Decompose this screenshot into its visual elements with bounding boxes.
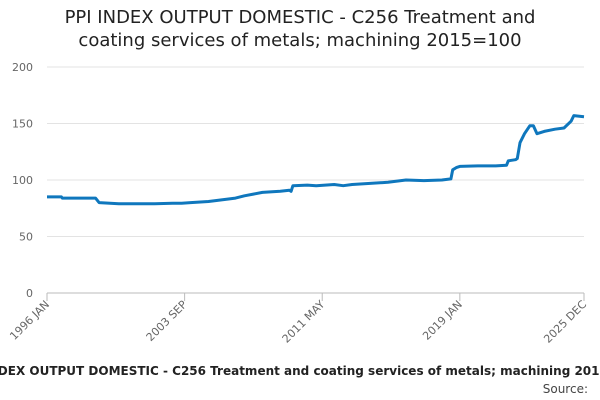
y-tick-label: 200	[12, 61, 33, 74]
footer-title-text: PPI INDEX OUTPUT DOMESTIC - C256 Treatme…	[0, 364, 600, 378]
chart-title: PPI INDEX OUTPUT DOMESTIC - C256 Treatme…	[64, 7, 536, 51]
y-tick-label: 50	[19, 231, 33, 244]
y-tick-label: 0	[26, 287, 33, 300]
source-label: Source:	[542, 382, 588, 396]
footer-title: PPI INDEX OUTPUT DOMESTIC - C256 Treatme…	[0, 364, 600, 378]
x-tick-label: 2019 JAN	[420, 298, 465, 343]
y-tick-label: 100	[12, 174, 33, 187]
x-tick-label: 2003 SEP	[144, 298, 190, 344]
y-tick-label: 150	[12, 118, 33, 131]
x-tick-label: 2025 DEC	[541, 298, 589, 346]
x-tick-label: 2011 MAY	[280, 298, 328, 346]
line-series	[47, 114, 585, 206]
x-tick-label: 1996 JAN	[7, 298, 52, 343]
